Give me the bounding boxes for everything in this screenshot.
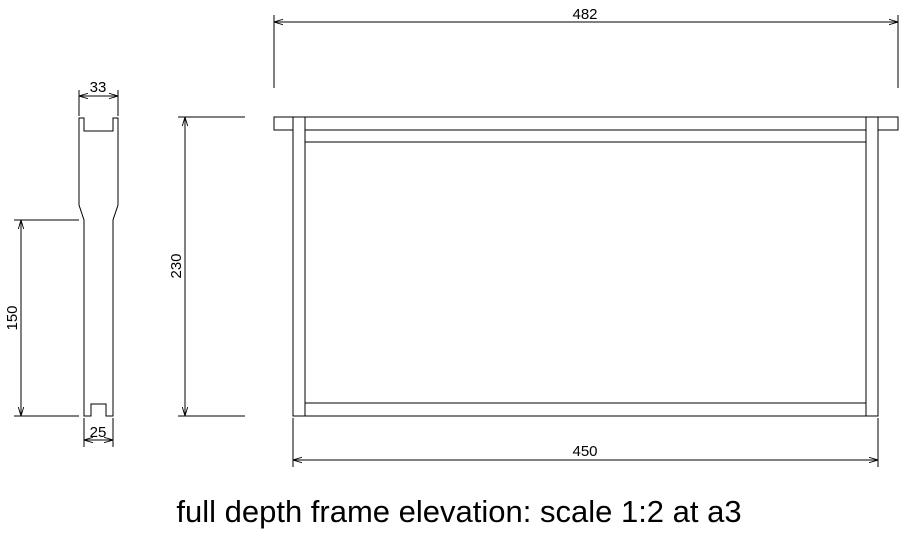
top-bar [273,116,899,131]
frame-elevation [273,116,899,417]
dimension-label-25: 25 [90,424,107,441]
dimension-label-450: 450 [572,443,597,460]
left-end-bar [292,116,306,417]
dimension-end-bar-bottom-width: 25 [83,418,114,447]
dimension-label-33: 33 [90,79,107,96]
dimension-top-bar-length: 482 [273,6,899,88]
drawing-caption: full depth frame elevation: scale 1:2 at… [176,494,742,529]
end-bar-outline [78,117,119,417]
dimension-frame-inner-length: 450 [292,418,879,467]
dimension-frame-height: 230 [168,116,245,417]
right-end-bar [865,116,879,417]
dimension-label-482: 482 [572,6,597,23]
dimension-end-bar-narrow-height: 150 [4,219,79,417]
dimension-end-bar-width: 33 [78,79,119,116]
dimension-label-150: 150 [4,305,21,330]
dimension-label-230: 230 [168,253,185,278]
